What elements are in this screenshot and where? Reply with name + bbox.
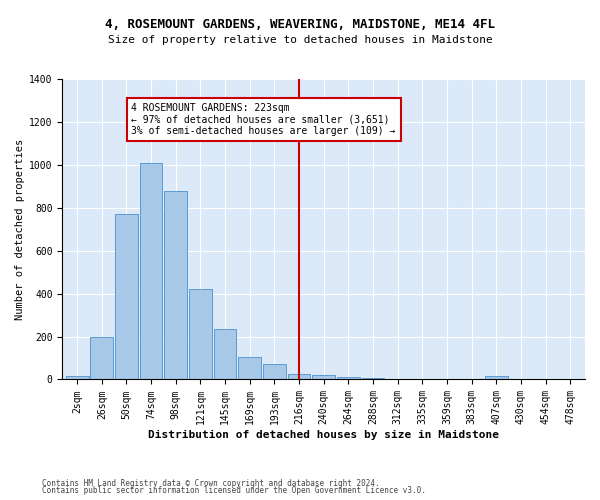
- Bar: [189, 290, 212, 380]
- Bar: [288, 374, 310, 380]
- Bar: [66, 376, 89, 380]
- Y-axis label: Number of detached properties: Number of detached properties: [15, 138, 25, 320]
- Bar: [238, 357, 261, 380]
- X-axis label: Distribution of detached houses by size in Maidstone: Distribution of detached houses by size …: [148, 430, 499, 440]
- Bar: [313, 375, 335, 380]
- Bar: [263, 364, 286, 380]
- Text: Contains public sector information licensed under the Open Government Licence v3: Contains public sector information licen…: [42, 486, 426, 495]
- Bar: [115, 214, 138, 380]
- Bar: [140, 162, 163, 380]
- Text: Contains HM Land Registry data © Crown copyright and database right 2024.: Contains HM Land Registry data © Crown c…: [42, 478, 380, 488]
- Bar: [214, 329, 236, 380]
- Text: 4 ROSEMOUNT GARDENS: 223sqm
← 97% of detached houses are smaller (3,651)
3% of s: 4 ROSEMOUNT GARDENS: 223sqm ← 97% of det…: [131, 102, 396, 136]
- Text: 4, ROSEMOUNT GARDENS, WEAVERING, MAIDSTONE, ME14 4FL: 4, ROSEMOUNT GARDENS, WEAVERING, MAIDSTO…: [105, 18, 495, 30]
- Bar: [164, 190, 187, 380]
- Bar: [485, 376, 508, 380]
- Bar: [91, 336, 113, 380]
- Text: Size of property relative to detached houses in Maidstone: Size of property relative to detached ho…: [107, 35, 493, 45]
- Bar: [337, 378, 359, 380]
- Bar: [362, 378, 385, 380]
